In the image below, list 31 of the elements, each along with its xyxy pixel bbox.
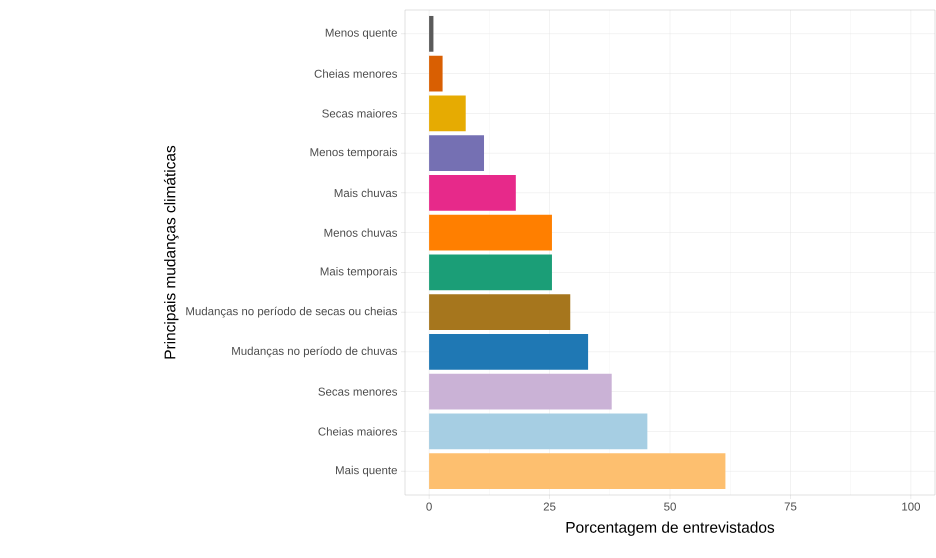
y-tick-label: Menos temporais (310, 148, 398, 158)
bar (429, 254, 552, 290)
bar (429, 174, 516, 211)
y-tick-label: Cheias maiores (318, 427, 398, 436)
y-tick-label: Menos quente (326, 28, 397, 39)
x-axis-title: Porcentagem de entrevistados (566, 521, 774, 536)
bar (429, 214, 552, 251)
y-tick-label: Secas menores (318, 388, 398, 396)
bar (429, 294, 570, 330)
y-tick-label: Mais chuvas (334, 188, 398, 198)
bar (429, 16, 434, 52)
bar (429, 414, 648, 450)
bar (429, 374, 612, 410)
x-tick-label: 100 (902, 502, 920, 511)
bar (429, 135, 484, 171)
x-tick-label: 25 (544, 502, 556, 511)
x-tick-label: 75 (784, 502, 796, 511)
x-tick-label: 0 (426, 502, 432, 511)
x-tick-label: 50 (664, 502, 676, 511)
y-axis-title: Principais mudanças climáticas (164, 146, 179, 359)
y-tick-label: Mais quente (336, 466, 397, 476)
bar (429, 453, 726, 490)
y-tick-label: Menos chuvas (324, 228, 398, 237)
y-tick-label: Mudanças no período de secas ou cheias (186, 306, 398, 318)
bar (429, 334, 588, 370)
y-tick-label: Cheias menores (314, 69, 398, 78)
bar (429, 95, 466, 132)
bar (429, 56, 443, 92)
y-tick-label: Mudanças no período de chuvas (232, 346, 398, 358)
y-tick-label: Secas maiores (322, 109, 398, 118)
y-tick-label: Mais temporais (320, 267, 398, 278)
